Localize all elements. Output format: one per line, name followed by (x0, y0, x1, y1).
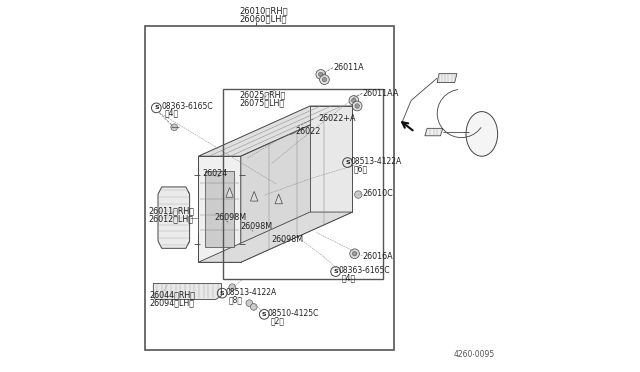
Text: 26098M: 26098M (240, 222, 272, 231)
Text: 26010C: 26010C (362, 189, 393, 198)
Polygon shape (425, 128, 443, 136)
Circle shape (316, 70, 326, 79)
Circle shape (229, 284, 236, 291)
Ellipse shape (466, 112, 498, 156)
Text: S: S (154, 105, 159, 110)
Circle shape (184, 191, 189, 196)
Polygon shape (437, 74, 457, 83)
Polygon shape (205, 171, 234, 247)
Text: 26075（LH）: 26075（LH） (239, 98, 285, 107)
Polygon shape (226, 187, 234, 197)
Text: 26010（RH）: 26010（RH） (239, 7, 288, 16)
Polygon shape (154, 283, 221, 299)
Text: 08510-4125C: 08510-4125C (267, 310, 319, 318)
Text: 26012（LH）: 26012（LH） (148, 214, 193, 223)
Text: 26060（LH）: 26060（LH） (239, 14, 287, 23)
Text: （4）: （4） (164, 108, 179, 117)
Polygon shape (158, 187, 189, 248)
Text: S: S (220, 291, 225, 296)
Polygon shape (241, 106, 353, 262)
Text: S: S (262, 312, 266, 317)
Circle shape (351, 98, 356, 103)
Circle shape (184, 239, 189, 244)
Text: （2）: （2） (270, 317, 284, 326)
Circle shape (246, 300, 253, 307)
Polygon shape (198, 212, 353, 262)
Circle shape (353, 251, 357, 256)
Text: 26022: 26022 (296, 127, 321, 136)
Circle shape (319, 75, 330, 84)
Text: 08363-6165C: 08363-6165C (161, 102, 213, 110)
Text: 26098M: 26098M (214, 214, 246, 222)
Text: 4260⋅0095: 4260⋅0095 (454, 350, 495, 359)
Circle shape (349, 249, 360, 259)
Text: 26025（RH）: 26025（RH） (239, 90, 286, 99)
Text: （8）: （8） (228, 295, 243, 304)
Circle shape (349, 96, 358, 105)
Circle shape (353, 101, 362, 111)
Polygon shape (198, 106, 353, 156)
Circle shape (322, 77, 326, 82)
Polygon shape (198, 156, 241, 262)
Circle shape (319, 72, 323, 77)
Circle shape (276, 204, 282, 209)
Polygon shape (310, 106, 353, 212)
Circle shape (171, 124, 177, 131)
Circle shape (252, 201, 257, 206)
Text: 26011AA: 26011AA (362, 89, 399, 98)
Text: S: S (333, 269, 338, 274)
Text: 26011（RH）: 26011（RH） (148, 207, 194, 216)
Circle shape (355, 191, 362, 198)
Text: 08513-4122A: 08513-4122A (351, 157, 402, 166)
Polygon shape (275, 194, 282, 204)
Text: 26094（LH）: 26094（LH） (150, 298, 195, 307)
Polygon shape (250, 192, 258, 201)
Text: （6）: （6） (353, 164, 367, 173)
Text: 08363-6165C: 08363-6165C (339, 266, 390, 275)
Text: 08513-4122A: 08513-4122A (225, 288, 276, 297)
Text: 26011A: 26011A (333, 63, 364, 72)
Text: 26022+A: 26022+A (318, 114, 356, 123)
Bar (145, 26, 394, 350)
Text: 26024: 26024 (203, 169, 228, 178)
Text: 26016A: 26016A (362, 252, 393, 261)
Text: S: S (345, 160, 350, 165)
Text: （4）: （4） (342, 273, 356, 282)
Circle shape (250, 304, 257, 310)
Circle shape (165, 211, 179, 224)
Text: 26044（RH）: 26044（RH） (150, 291, 196, 299)
Circle shape (227, 197, 232, 202)
Bar (223, 89, 383, 279)
Text: 26098M: 26098M (271, 235, 304, 244)
Circle shape (355, 104, 360, 108)
